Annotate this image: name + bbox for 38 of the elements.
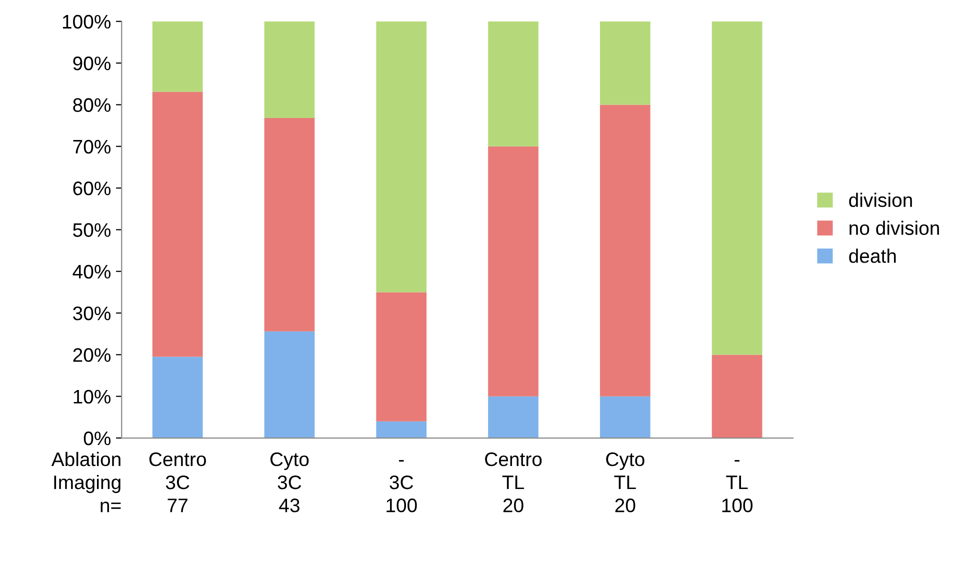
bar [152, 92, 203, 357]
legend-label: division [849, 192, 912, 208]
bar [600, 396, 650, 438]
bar [264, 331, 315, 438]
x-tick-label: Cyto TL 20 [606, 452, 644, 512]
y-tick-label: 60% [73, 182, 111, 196]
bar [152, 356, 203, 438]
y-tick-label: 50% [73, 223, 111, 237]
bar [600, 21, 650, 105]
bar [264, 21, 315, 118]
bar [376, 21, 427, 292]
bar [600, 104, 650, 396]
bar [712, 21, 762, 355]
bar [488, 396, 538, 438]
y-tick-label: 100% [62, 14, 111, 29]
bar [376, 421, 427, 438]
y-tick-label: 0% [84, 431, 111, 446]
legend-label: no division [850, 220, 939, 235]
bar [264, 118, 315, 332]
x-tick-label: Centro 3C 77 [149, 452, 206, 512]
bar [488, 146, 538, 396]
x-tick-label: - TL 100 [722, 460, 753, 512]
bar [488, 21, 538, 146]
bar [152, 21, 203, 92]
x-tick-label: Centro TL 20 [485, 452, 542, 512]
legend-label: death [849, 248, 896, 263]
x-tick-label: Cyto 3C 43 [270, 452, 309, 512]
x-tick-label: - 3C 100 [386, 460, 417, 512]
text: Ablation Imaging n= [51, 452, 121, 512]
y-tick-label: 70% [73, 140, 111, 154]
y-tick-label: 40% [72, 264, 111, 279]
y-tick-label: 10% [74, 390, 111, 404]
y-tick-label: 90% [73, 56, 111, 70]
bar [712, 354, 762, 438]
y-tick-label: 30% [73, 306, 111, 320]
y-tick-label: 80% [73, 98, 111, 112]
bar [376, 292, 427, 422]
y-tick-label: 20% [73, 348, 111, 362]
